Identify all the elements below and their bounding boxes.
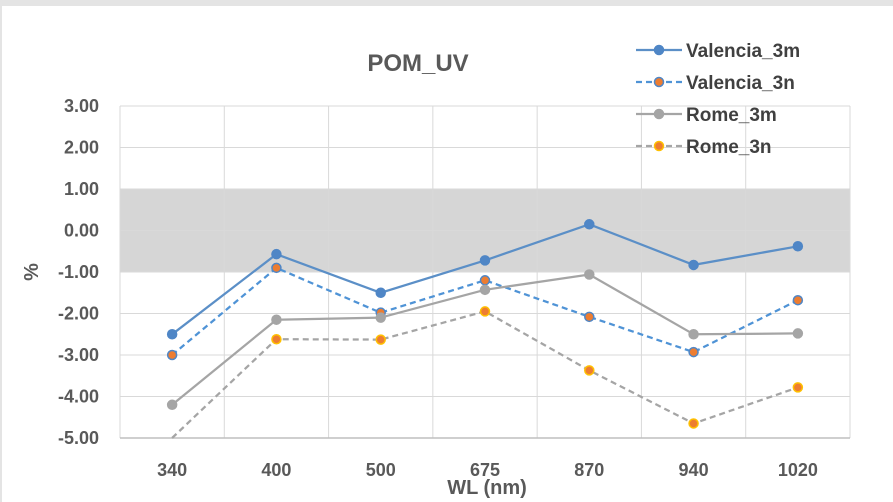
data-point	[792, 382, 804, 393]
legend-swatch-marker	[653, 76, 665, 88]
data-point	[479, 275, 491, 286]
data-point	[271, 248, 282, 260]
x-tick-label: 500	[366, 460, 396, 480]
legend-label: Valencia_3n	[686, 73, 795, 94]
data-point	[688, 259, 699, 271]
x-tick-label: 1020	[778, 460, 818, 480]
data-point	[271, 333, 282, 345]
y-tick-label: -1.00	[58, 262, 99, 282]
data-point	[792, 241, 804, 252]
data-point	[375, 287, 386, 298]
legend-label: Rome_3n	[686, 137, 772, 158]
x-tick-label: 340	[157, 460, 187, 480]
window-top-border	[0, 0, 893, 6]
y-tick-label: 2.00	[64, 138, 99, 158]
x-tick-label: 400	[261, 460, 291, 480]
data-point	[375, 334, 386, 345]
data-point	[271, 314, 282, 325]
data-point	[792, 294, 804, 306]
legend-item: Rome_3m	[636, 105, 777, 126]
x-tick-label: 675	[470, 460, 500, 480]
x-tick-label: 870	[574, 460, 604, 480]
data-point	[688, 346, 699, 358]
data-point	[584, 269, 595, 280]
legend-label: Rome_3m	[686, 105, 777, 126]
data-point	[166, 329, 178, 340]
data-point	[479, 255, 491, 266]
data-point	[584, 365, 595, 376]
series-valencia-3n	[166, 262, 804, 361]
x-axis-title: WL (nm)	[447, 477, 527, 499]
legend-item: Valencia_3n	[636, 73, 795, 94]
series-valencia-3m	[166, 219, 804, 340]
y-tick-label: 1.00	[64, 179, 99, 199]
y-axis-title: %	[21, 263, 43, 281]
legend-item: Valencia_3m	[636, 41, 800, 62]
series-rome-3n	[171, 306, 804, 439]
legend-label: Valencia_3m	[686, 41, 800, 62]
y-tick-label: 3.00	[64, 96, 99, 116]
data-point	[166, 399, 178, 411]
y-tick-label: -2.00	[58, 304, 99, 324]
data-point	[479, 284, 491, 296]
data-point	[375, 312, 386, 323]
chart-title: POM_UV	[367, 50, 468, 77]
data-point	[166, 349, 178, 361]
legend-item: Rome_3n	[636, 137, 772, 158]
legend-swatch-marker	[653, 108, 665, 120]
data-point	[688, 329, 699, 340]
legend: Valencia_3m Valencia_3n Rome_3m Rome_3n	[636, 41, 800, 158]
y-tick-label: -4.00	[58, 387, 99, 407]
data-point	[792, 328, 804, 339]
data-point	[584, 311, 595, 323]
y-tick-label: -3.00	[58, 345, 99, 365]
y-tick-label: 0.00	[64, 221, 99, 241]
data-point	[584, 219, 595, 230]
legend-swatch-marker	[653, 44, 665, 56]
y-tick-label: -5.00	[58, 428, 99, 448]
window-left-border	[0, 0, 2, 502]
data-point	[271, 262, 282, 274]
data-point	[479, 306, 491, 317]
series-rome-3m	[166, 269, 804, 411]
x-tick-label: 940	[679, 460, 709, 480]
legend-swatch-marker	[653, 140, 665, 152]
series-line	[171, 310, 799, 439]
data-point	[688, 418, 699, 429]
